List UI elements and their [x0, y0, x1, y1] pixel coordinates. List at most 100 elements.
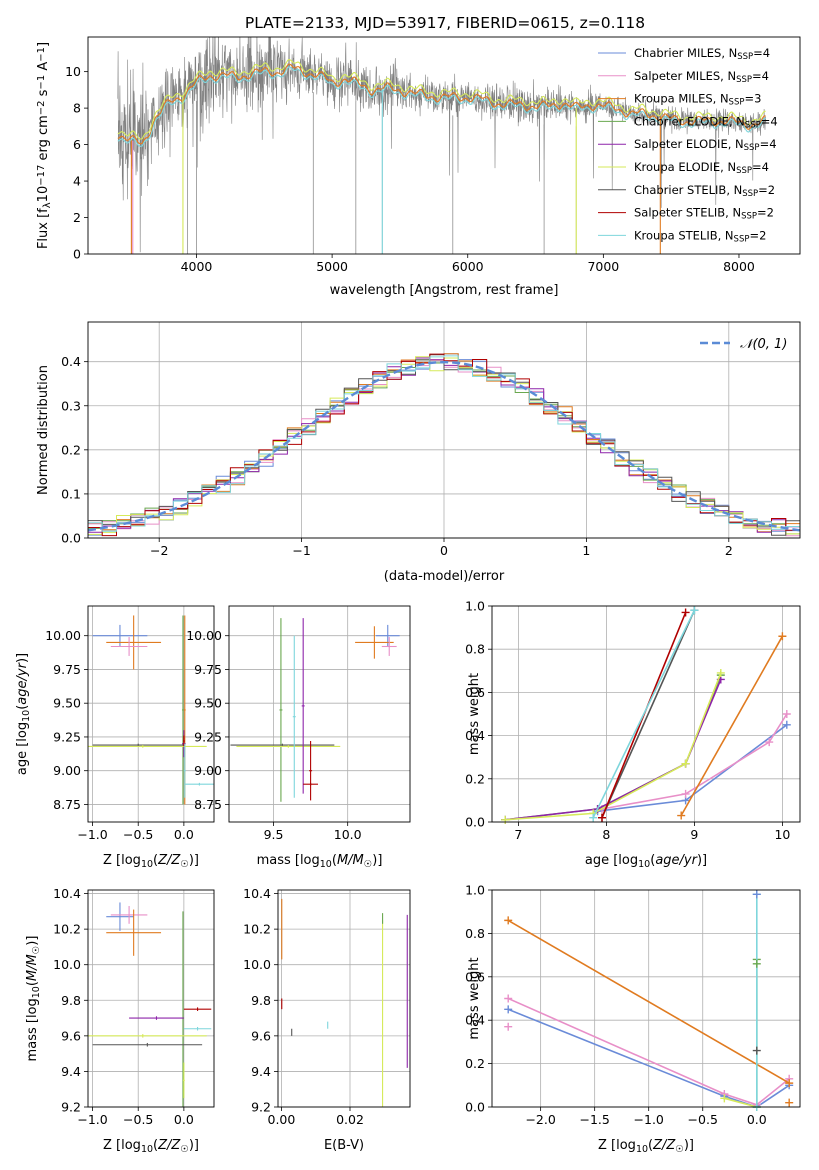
- ylabel-part: Flux [f: [36, 208, 51, 249]
- model-fit-line: [117, 63, 766, 145]
- y-tick-label: 6: [73, 137, 81, 152]
- x-tick-label: 2: [725, 543, 733, 558]
- label-part: (: [648, 1138, 653, 1153]
- label-part: Z/Z: [157, 853, 181, 868]
- label-part: )]: [25, 936, 40, 946]
- spectrum-panel: 4000 5000 6000 7000 8000 0 2 4 6 8 10 wavelength [A…: [36, 36, 801, 298]
- legend-text: Salpeter STELIB, N: [634, 206, 741, 220]
- y-tick-label: 0.2: [465, 1056, 485, 1071]
- weight-marker: [501, 815, 510, 824]
- y-tick-label: 10.0: [243, 957, 271, 972]
- weight-marker: [785, 1079, 794, 1088]
- label-part: )]: [189, 853, 199, 868]
- weight-marker: [752, 1046, 761, 1055]
- y-tick-label: 9.8: [251, 993, 271, 1008]
- weight-marker: [504, 1005, 513, 1014]
- legend-text: Chabrier MILES, N: [634, 46, 737, 60]
- label-part: 10: [141, 1144, 153, 1155]
- weight_vs_age-ylabel: mass weight: [467, 673, 482, 755]
- x-tick-label: −1.0: [77, 1112, 107, 1127]
- label-part: ☉: [31, 946, 42, 955]
- legend-sub: SSP: [741, 212, 757, 222]
- weight_vs_Z-panel: −2.0 −1.5 −1.0 −0.5 0.0 0.0 0.2 0.4 0.6 0.8 1.0 mas…: [465, 883, 801, 1155]
- label-part: Z [log: [103, 853, 141, 868]
- spectrum-ylabel: Flux [fλ10−17 erg cm−2 s−1 A−1]: [36, 42, 53, 249]
- legend-entry: Kroupa MILES, NSSP=3: [634, 92, 761, 108]
- axes-frame: [87, 36, 801, 255]
- label-part: ☉: [180, 859, 189, 870]
- legend-sub: SSP: [729, 98, 745, 108]
- legend-sub: SSP: [736, 166, 752, 176]
- legend-entry: Chabrier ELODIE, NSSP=4: [634, 114, 778, 130]
- y-tick-label: 9.00: [53, 763, 81, 778]
- legend-sub: SSP: [737, 52, 753, 62]
- residuals-ylabel: Normed distribution: [36, 365, 51, 495]
- weight-marker: [752, 959, 761, 968]
- y-tick-label: 9.8: [61, 993, 81, 1008]
- axes-frame: [87, 605, 215, 823]
- y-tick-label: 0.4: [465, 728, 485, 743]
- y-tick-label: 9.25: [53, 729, 81, 744]
- label-part: age/yr: [15, 661, 30, 704]
- label-part: 10: [638, 859, 650, 870]
- y-tick-label: 0.4: [61, 354, 81, 369]
- weight-marker: [785, 1098, 794, 1107]
- axes-frame: [491, 605, 801, 823]
- label-part: (: [25, 981, 40, 986]
- label-part: 10: [141, 859, 153, 870]
- y-tick-label: 8.75: [194, 797, 222, 812]
- y-tick-label: 10.00: [186, 628, 222, 643]
- label-part: 10: [636, 1144, 648, 1155]
- y-tick-label: 9.25: [194, 729, 222, 744]
- label-part: M/M: [337, 853, 364, 868]
- y-tick-label: 0.2: [465, 771, 485, 786]
- residuals-xlabel: (data-model)/error: [384, 569, 505, 584]
- legend-entry: Chabrier MILES, NSSP=4: [634, 46, 770, 62]
- figure-title: PLATE=2133, MJD=53917, FIBERID=0615, z=0…: [245, 14, 645, 32]
- weight-vs-age-xlabel: age [log10(age/yr)]: [585, 853, 707, 870]
- legend-suffix: =4: [760, 137, 777, 151]
- y-tick-label: 0.6: [465, 969, 485, 984]
- legend-sub: SSP: [745, 121, 761, 131]
- weight-marker: [782, 710, 791, 718]
- x-tick-label: −1.0: [634, 1112, 664, 1127]
- label-part: mass weight: [467, 673, 482, 755]
- legend-sub: SSP: [736, 75, 752, 85]
- weight-series-line: [507, 1008, 790, 1107]
- x-tick-label: −1.0: [77, 827, 107, 842]
- y-tick-label: 1.0: [465, 599, 485, 614]
- label-part: ☉: [675, 1144, 684, 1155]
- weight-series-line: [724, 1097, 758, 1107]
- weight-marker: [765, 738, 774, 747]
- legend-suffix: =2: [757, 206, 774, 220]
- legend-gaussian-label: 𝒩(0, 1): [740, 337, 787, 352]
- x-tick-label: 10: [774, 827, 790, 842]
- y-tick-label: 0.0: [61, 531, 81, 546]
- legend-text: Chabrier ELODIE, N: [634, 114, 745, 128]
- y-tick-label: 9.00: [194, 763, 222, 778]
- x-tick-label: −2: [150, 543, 168, 558]
- label-part: )]: [697, 853, 707, 868]
- legend-entry: Chabrier STELIB, NSSP=2: [634, 183, 775, 199]
- label-part: Z [log: [598, 1138, 636, 1153]
- mass-vs-ebv-xlabel: E(B-V): [324, 1138, 364, 1153]
- label-part: mass [log: [25, 998, 40, 1061]
- legend-suffix: =4: [752, 69, 769, 83]
- x-tick-label: 7: [514, 827, 522, 842]
- y-tick-label: 9.2: [251, 1100, 271, 1115]
- x-tick-label: 0.0: [747, 1112, 767, 1127]
- label-part: ☉: [364, 859, 373, 870]
- legend-text: Chabrier STELIB, N: [634, 183, 742, 197]
- x-tick-label: 5000: [316, 259, 348, 274]
- gaussian-curve: [88, 360, 800, 532]
- legend-suffix: =4: [761, 114, 778, 128]
- age-vs-mass-xlabel: mass [log10(M/M☉)]: [257, 853, 383, 870]
- y-tick-label: 9.50: [194, 696, 222, 711]
- legend-entry: Salpeter STELIB, NSSP=2: [634, 206, 774, 222]
- x-tick-label: 4000: [181, 259, 213, 274]
- y-tick-label: 8: [73, 101, 81, 116]
- weight-marker: [504, 916, 513, 925]
- weight-series-line: [505, 672, 722, 821]
- x-tick-label: 8: [602, 827, 610, 842]
